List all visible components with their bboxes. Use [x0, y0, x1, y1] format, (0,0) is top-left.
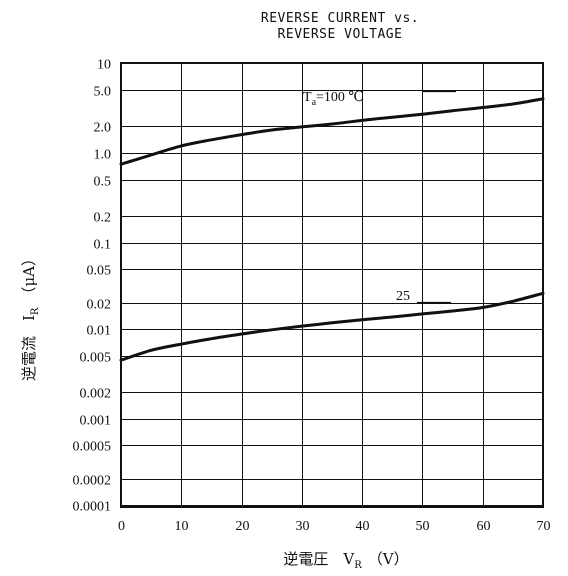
series-label-1: Ta=100 ℃	[303, 90, 364, 108]
y-axis-label-subscript: R	[30, 307, 41, 315]
x-tick-label: 30	[296, 519, 310, 534]
y-tick-label: 1.0	[94, 148, 112, 163]
x-tick-label: 70	[537, 519, 551, 534]
y-tick-label: 0.005	[80, 351, 112, 366]
x-tick-label: 10	[175, 519, 189, 534]
x-tick-label: 0	[118, 519, 125, 534]
x-tick-label: 20	[236, 519, 250, 534]
x-axis: 0 10 20 30 40 50 60 70	[118, 519, 551, 534]
y-tick-label: 0.01	[87, 324, 112, 339]
y-tick-label: 0.0005	[73, 440, 112, 455]
x-tick-label: 60	[477, 519, 491, 534]
series-line-2	[119, 291, 545, 362]
y-tick-label: 2.0	[94, 121, 112, 136]
y-axis-label-unit: （μA）	[20, 251, 38, 302]
x-axis-title: 逆電圧 VR （V）	[283, 550, 408, 571]
y-tick-label: 0.5	[94, 175, 112, 190]
chart-title-line-2: REVERSE VOLTAGE	[278, 27, 403, 42]
series-label-1-suffix: =100 ℃	[316, 90, 364, 105]
y-tick-label: 0.0001	[73, 500, 112, 515]
y-tick-label: 0.05	[87, 264, 112, 279]
x-axis-label-text: 逆電圧 V	[283, 550, 355, 568]
y-tick-label: 10	[97, 58, 111, 73]
x-axis-label-unit: （V）	[368, 550, 409, 568]
y-tick-label: 0.02	[87, 298, 112, 313]
y-axis-label-text: 逆電流 I	[20, 315, 38, 381]
x-axis-label-subscript: R	[354, 560, 362, 571]
y-axis-title: 逆電流 IR （μA）	[20, 251, 41, 381]
y-axis: 10 5.0 2.0 1.0 0.5 0.2 0.1 0.05 0.02 0.01 0.005 0.0…	[73, 58, 112, 515]
series-label-1-name: T	[303, 90, 312, 105]
y-tick-label: 5.0	[94, 85, 112, 100]
chart-title-line-1: REVERSE CURRENT vs.	[261, 11, 419, 26]
y-tick-label: 0.002	[80, 387, 112, 402]
y-tick-label: 0.001	[80, 414, 112, 429]
series-label-2: 25	[396, 289, 410, 304]
series-label-1-subscript: a	[312, 97, 317, 108]
x-tick-label: 50	[416, 519, 430, 534]
x-tick-label: 40	[356, 519, 370, 534]
y-tick-label: 0.2	[94, 211, 112, 226]
series-layer: Ta=100 ℃ 25	[119, 90, 545, 362]
grid	[121, 63, 544, 507]
y-tick-label: 0.1	[94, 238, 112, 253]
y-tick-label: 0.0002	[73, 474, 112, 489]
plot-frame	[120, 62, 544, 508]
series-line-1	[119, 97, 545, 166]
